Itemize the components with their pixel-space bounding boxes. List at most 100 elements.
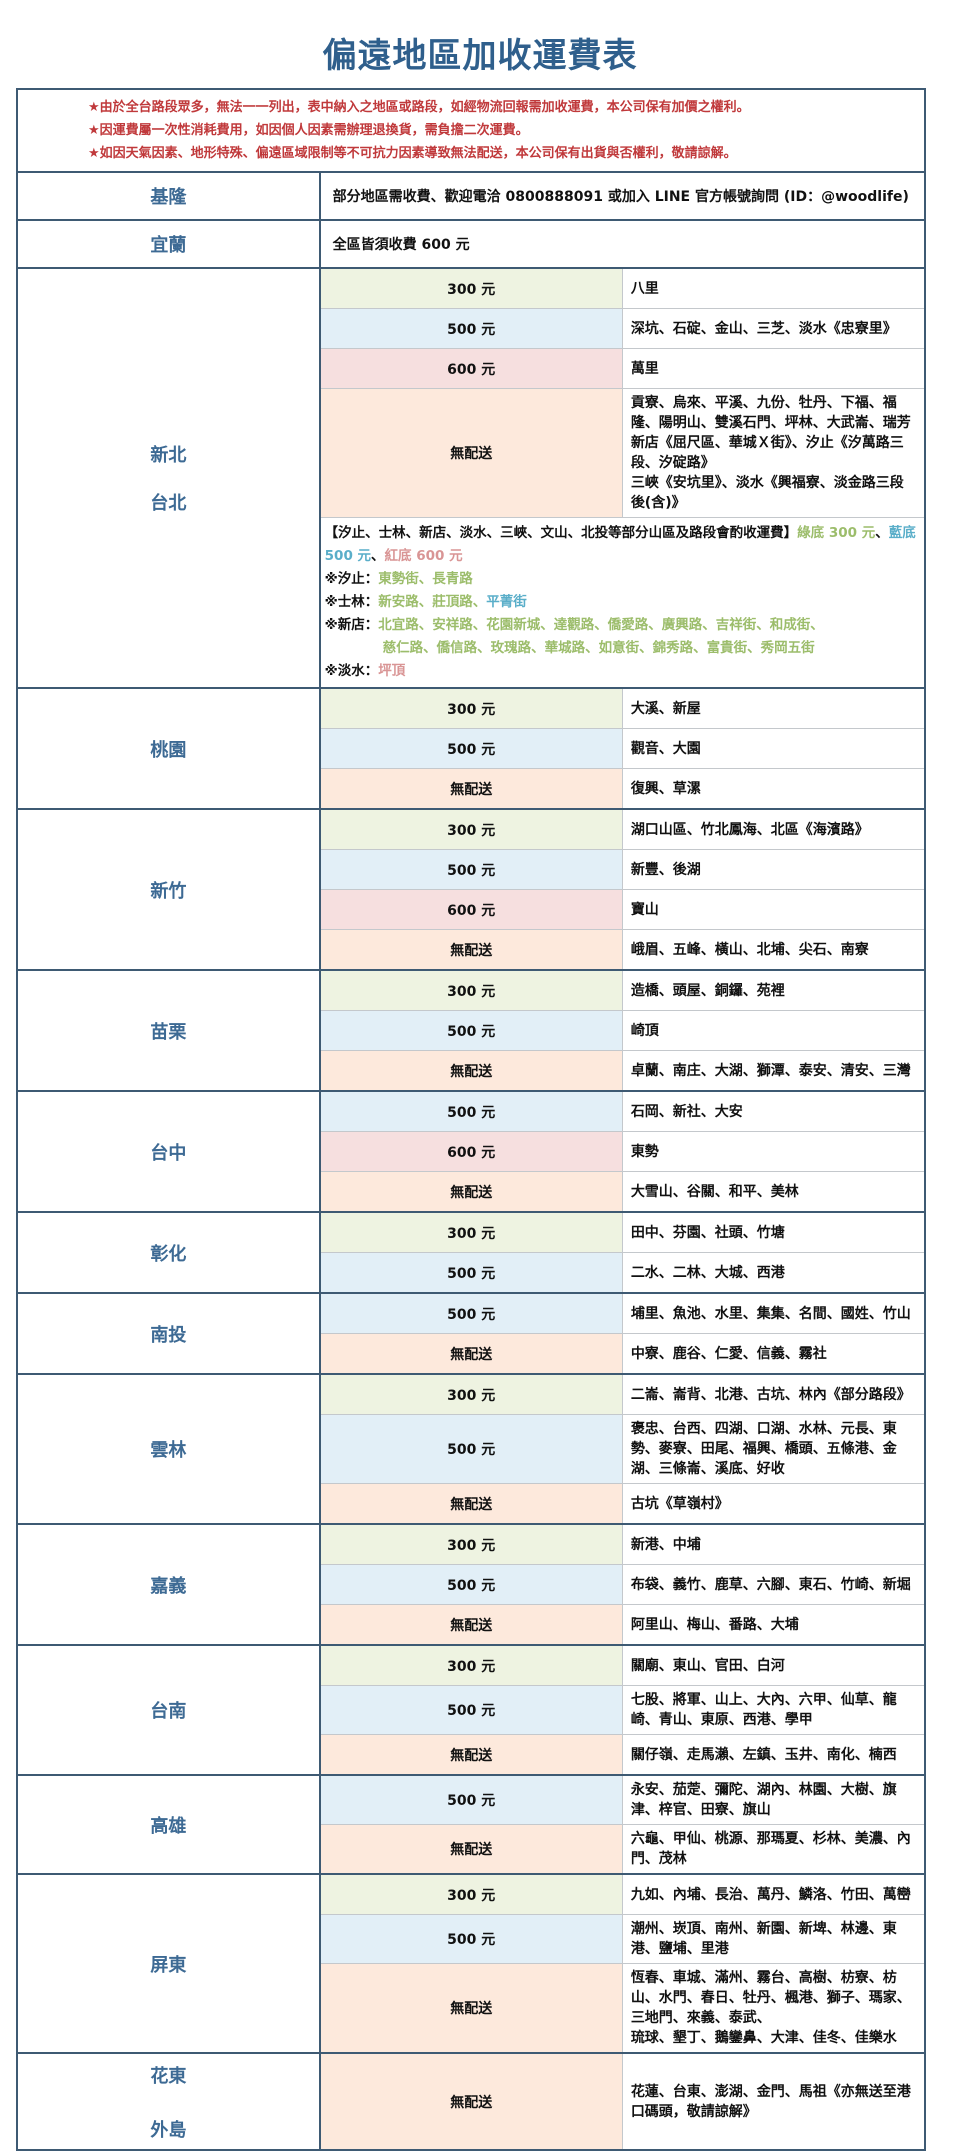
region-note: 全區皆須收費 600 元 — [318, 219, 927, 269]
tier-row: 屏東 300 元九如、內埔、長治、萬丹、鱗洛、竹田、萬巒 — [16, 1873, 926, 2054]
tier-areas: 中寮、鹿谷、仁愛、信義、霧社 — [621, 1333, 926, 1375]
tier-row: 台中 500 元石岡、新社、大安 — [16, 1090, 926, 1213]
area-line: 卓蘭、南庄、大湖、獅潭、泰安、清安、三灣 — [630, 1062, 911, 1079]
region-row: 宜蘭 全區皆須收費 600 元 — [16, 219, 927, 269]
tier-row: 無配送 峨眉、五峰、橫山、北埔、尖石、南寮 — [17, 929, 926, 971]
surcharge-line: ※士林：新安路、莊頂路、平菁街 — [325, 591, 920, 614]
tier-price: 500 元 — [318, 1685, 623, 1735]
tier-areas: 關廟、東山、官田、白河 — [621, 1644, 926, 1686]
area-line: 關仔嶺、走馬瀨、左鎮、玉井、南化、楠西 — [630, 1746, 897, 1763]
tier-areas: 東勢 — [621, 1131, 926, 1172]
tier-price: 300 元 — [318, 267, 623, 309]
tier-areas: 二崙、崙背、北港、古坑、林內《部分路段》 — [621, 1373, 926, 1415]
surcharge-segment: ※淡水： — [324, 663, 379, 679]
region-name: 基隆 — [16, 171, 321, 221]
tier-price: 300 元 — [318, 1373, 623, 1415]
tier-areas: 卓蘭、南庄、大湖、獅潭、泰安、清安、三灣 — [621, 1050, 926, 1092]
area-line: 潮州、崁頂、南州、新園、新埤、林邊、東港、鹽埔、里港 — [630, 1921, 897, 1957]
area-line: 二水、二林、大城、西港 — [630, 1264, 785, 1281]
tier-row: 無配送 大雪山、谷關、和平、美林 — [17, 1171, 926, 1213]
area-line: 石岡、新社、大安 — [630, 1103, 743, 1120]
region-name: 屏東 — [16, 1873, 321, 2054]
tier-price: 500 元 — [318, 1414, 623, 1484]
area-line: 布袋、義竹、鹿草、六腳、東石、竹崎、新堀 — [630, 1576, 911, 1593]
tier-areas: 田中、芬園、社頭、竹塘 — [621, 1211, 926, 1253]
notes: ★由於全台路段眾多，無法一一列出，表中納入之地區或路段，如經物流回報需加收運費，… — [16, 88, 926, 173]
region-row: 基隆 部分地區需收費、歡迎電洽 0800888091 或加入 LINE 官方帳號詢… — [16, 171, 927, 221]
tier-areas: 深坑、石碇、金山、三芝、淡水《忠寮里》 — [621, 308, 926, 349]
tier-row: 500 元布袋、義竹、鹿草、六腳、東石、竹崎、新堀 — [17, 1564, 926, 1605]
tier-price: 500 元 — [318, 849, 623, 890]
tier-price: 300 元 — [318, 1211, 623, 1253]
region-label: 高雄 — [150, 1815, 187, 1837]
area-line: 貢寮、烏來、平溪、九份、牡丹、下福、福隆、陽明山、雙溪石門、坪林、大武崙、瑞芳 — [630, 395, 911, 431]
region-label: 桃園 — [150, 739, 187, 761]
area-line: 九如、內埔、長治、萬丹、鱗洛、竹田、萬巒 — [630, 1886, 911, 1903]
surcharge-segment: 【汐止、士林、新店、淡水、三峽、文山、北投等部分山區及路段會酌收運費】 — [324, 525, 798, 541]
tier-price: 300 元 — [318, 808, 623, 850]
tier-price: 500 元 — [318, 1010, 623, 1051]
tier-areas: 峨眉、五峰、橫山、北埔、尖石、南寮 — [621, 929, 926, 971]
region-name: 南投 — [16, 1292, 321, 1375]
tier-areas: 七股、將軍、山上、大內、六甲、仙草、龍崎、青山、東原、西港、學甲 — [621, 1685, 926, 1735]
area-line: 琉球、墾丁、鵝鑾鼻、大津、佳冬、佳樂水 — [630, 2030, 897, 2046]
tier-areas: 貢寮、烏來、平溪、九份、牡丹、下福、福隆、陽明山、雙溪石門、坪林、大武崙、瑞芳新… — [621, 388, 926, 518]
region-name: 花東 外島 — [16, 2052, 321, 2151]
surcharge-segment: 新安路、莊頂路、 — [378, 594, 487, 610]
tier-areas: 新港、中埔 — [621, 1523, 926, 1565]
area-line: 寶山 — [630, 901, 659, 918]
tier-row: 600 元東勢 — [17, 1131, 926, 1172]
tier-areas: 潮州、崁頂、南州、新園、新埤、林邊、東港、鹽埔、里港 — [621, 1914, 926, 1964]
tier-row: 600 元寶山 — [17, 889, 926, 930]
tier-areas: 六龜、甲仙、桃源、那瑪夏、杉林、美濃、內門、茂林 — [621, 1824, 926, 1875]
tier-row: 苗栗 300 元造橋、頭屋、銅鑼、苑裡 — [16, 969, 926, 1092]
region-name: 新北 台北 — [16, 267, 321, 689]
tier-areas: 崎頂 — [621, 1010, 926, 1051]
note-line: ★因運費屬一次性消耗費用，如因個人因素需辦理退換貨，需負擔二次運費。 — [88, 123, 529, 138]
tier-areas: 二水、二林、大城、西港 — [621, 1252, 926, 1294]
region-label: 外島 — [150, 2119, 187, 2141]
surcharge-line: ※汐止：東勢街、長青路 — [325, 568, 920, 591]
surcharge-segment: 東勢街、長青路 — [378, 571, 473, 587]
surcharge-segment: 藍底 500 元 — [324, 525, 916, 564]
tier-areas: 八里 — [621, 267, 926, 309]
surcharge-segment: 北宜路、安祥路、花園新城、達觀路、僑愛路、廣興路、吉祥街、和成街、 — [378, 617, 824, 633]
tier-price: 600 元 — [318, 1131, 623, 1172]
tier-row: 500 元褒忠、台西、四湖、口湖、水林、元長、東勢、麥寮、田尾、福興、橋頭、五條… — [17, 1414, 926, 1484]
tier-areas: 大溪、新屋 — [621, 687, 926, 729]
tier-price: 500 元 — [318, 1914, 623, 1964]
surcharge-segment: 坪頂 — [378, 663, 406, 679]
region-label: 雲林 — [150, 1440, 187, 1461]
region-label: 屏東 — [150, 1954, 187, 1976]
tier-areas: 花蓮、台東、澎湖、金門、馬祖《亦無送至港口碼頭，敬請諒解》 — [621, 2052, 926, 2151]
tier-price: 500 元 — [318, 1774, 623, 1825]
tier-price: 300 元 — [318, 969, 623, 1011]
tier-price: 300 元 — [318, 1523, 623, 1565]
region-label: 新竹 — [150, 880, 187, 902]
region-label: 苗栗 — [150, 1021, 187, 1043]
tier-areas: 復興、草漯 — [621, 768, 926, 810]
tier-row: 500 元深坑、石碇、金山、三芝、淡水《忠寮里》 — [17, 308, 926, 349]
tier-row: 嘉義 300 元新港、中埔 — [16, 1523, 926, 1646]
area-line: 八里 — [630, 280, 659, 297]
region-label: 宜蘭 — [150, 235, 187, 256]
tier-areas: 大雪山、谷關、和平、美林 — [621, 1171, 926, 1213]
region-name: 高雄 — [16, 1774, 321, 1875]
area-line: 湖口山區、竹北鳳海、北區《海濱路》 — [630, 821, 869, 838]
tier-price: 300 元 — [318, 687, 623, 729]
area-line: 萬里 — [630, 360, 659, 377]
region-name: 宜蘭 — [16, 219, 321, 269]
surcharge-line: ※新店：北宜路、安祥路、花園新城、達觀路、僑愛路、廣興路、吉祥街、和成街、 — [325, 614, 920, 637]
tier-row: 無配送 阿里山、梅山、番路、大埔 — [17, 1604, 926, 1646]
tier-areas: 關仔嶺、走馬瀨、左鎮、玉井、南化、楠西 — [621, 1734, 926, 1776]
area-line: 新豐、後湖 — [630, 861, 701, 878]
area-line: 埔里、魚池、水里、集集、名間、國姓、竹山 — [630, 1305, 911, 1322]
tier-price: 無配送 — [318, 1050, 623, 1092]
surcharge-segment: 紅底 600 元 — [384, 548, 463, 564]
note-line: ★由於全台路段眾多，無法一一列出，表中納入之地區或路段，如經物流回報需加收運費，… — [88, 100, 750, 115]
area-line: 古坑《草嶺村》 — [630, 1495, 729, 1512]
tier-row: 新竹 300 元湖口山區、竹北鳳海、北區《海濱路》 — [16, 808, 926, 971]
area-line: 永安、茄萣、彌陀、湖內、林園、大樹、旗津、梓官、田寮、旗山 — [630, 1782, 897, 1818]
tier-areas: 古坑《草嶺村》 — [621, 1483, 926, 1525]
surcharge-segment: 綠底 300 元 — [797, 525, 876, 541]
